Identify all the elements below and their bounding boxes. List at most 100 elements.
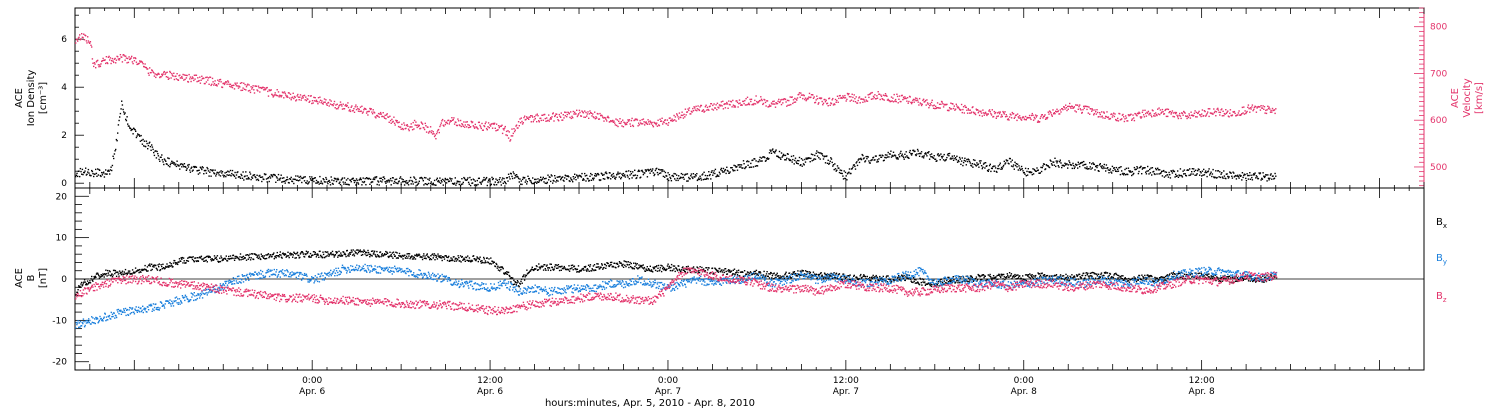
density-series-point [1024,174,1025,175]
bx-series-point [635,264,636,265]
velocity-series-point [401,124,402,125]
bx-series-point [742,272,743,273]
velocity-series-point [252,85,253,86]
velocity-series-point [677,115,678,116]
density-series-point [499,179,500,180]
bx-series-point [634,266,635,267]
velocity-series-point [91,46,92,47]
velocity-series-point [1094,113,1095,114]
density-series-point [1201,175,1202,176]
density-series-point [676,175,677,176]
velocity-series-point [637,125,638,126]
velocity-series-point [746,104,747,105]
density-series-point [1164,176,1165,177]
density-series-point [526,183,527,184]
velocity-series-point [425,125,426,126]
velocity-series-point [1142,112,1143,113]
density-series-point [535,179,536,180]
velocity-series-point [1104,112,1105,113]
bx-series-point [557,268,558,269]
velocity-series-point [463,121,464,122]
density-series-point [687,173,688,174]
bx-series-point [433,255,434,256]
velocity-series-point [759,100,760,101]
velocity-series-point [379,113,380,114]
bx-series-point [602,269,603,270]
velocity-tick-label: 700 [1430,69,1447,79]
bx-series-point [395,252,396,253]
velocity-series-point [812,94,813,95]
density-series-point [473,179,474,180]
velocity-series-point [257,90,258,91]
velocity-series-point [490,125,491,126]
density-series-point [537,178,538,179]
density-series-point [609,172,610,173]
bx-series-point [797,270,798,271]
bx-series-point [769,273,770,274]
density-series-point [175,164,176,165]
velocity-series-point [894,94,895,95]
velocity-series-point [872,92,873,93]
velocity-series-point [1263,109,1264,110]
velocity-series-point [800,92,801,93]
bx-series-point [510,278,511,279]
velocity-series-point [774,103,775,104]
bx-series-point [162,268,163,269]
density-series-point [171,161,172,162]
density-series-point [151,144,152,145]
velocity-series-point [1042,117,1043,118]
velocity-series-point [675,116,676,117]
bx-series-point [256,257,257,258]
velocity-series-point [716,109,717,110]
density-series-point [168,158,169,159]
density-series-point [284,181,285,182]
velocity-series-point [985,112,986,113]
velocity-series-point [729,104,730,105]
density-series-point [450,178,451,179]
velocity-series-point [311,95,312,96]
density-series-point [958,161,959,162]
velocity-series-point [956,105,957,106]
bx-series-point [326,252,327,253]
density-series-point [512,178,513,179]
density-series-point [800,164,801,165]
density-series-point [670,178,671,179]
bx-series-point [263,258,264,259]
bx-series-point [391,256,392,257]
velocity-series-point [822,104,823,105]
density-series-point [410,177,411,178]
bx-series-point [689,270,690,271]
velocity-series-point [424,129,425,130]
bx-series-point [408,255,409,256]
density-series-point [355,180,356,181]
density-series-point [966,159,967,160]
bx-series-point [270,254,271,255]
density-series-point [403,179,404,180]
velocity-series-point [743,103,744,104]
bx-series-point [791,277,792,278]
density-series-point [979,160,980,161]
bx-series-point [520,283,521,284]
density-series-point [123,111,124,112]
bx-series-point [389,252,390,253]
velocity-series-point [1237,114,1238,115]
density-series-point [649,169,650,170]
bx-series-point [409,258,410,259]
density-series-point [1120,166,1121,167]
density-series-point [125,119,126,120]
velocity-series-point [385,115,386,116]
density-series-point [799,157,800,158]
bx-series-point [759,271,760,272]
density-series-point [395,182,396,183]
density-series-point [445,179,446,180]
bx-series-point [240,259,241,260]
density-series-point [111,170,112,171]
density-series-point [1222,178,1223,179]
velocity-series-point [529,117,530,118]
bx-series-point [531,269,532,270]
density-series-point [619,176,620,177]
density-series-point [612,177,613,178]
bx-series-point [152,269,153,270]
velocity-series-point [335,107,336,108]
bx-series-point [433,257,434,258]
